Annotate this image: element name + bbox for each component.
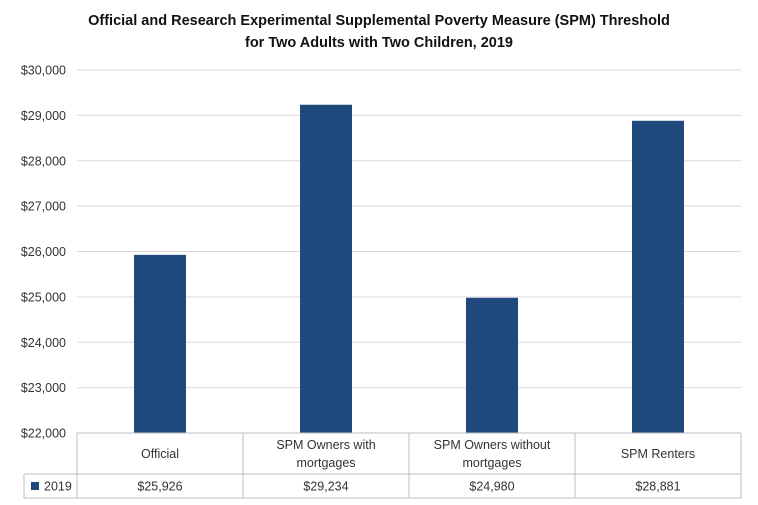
y-tick-label: $22,000 [21, 427, 66, 441]
data-label: $24,980 [469, 480, 514, 494]
y-tick-label: $27,000 [21, 200, 66, 214]
bar [134, 254, 186, 433]
y-tick-label: $25,000 [21, 290, 66, 304]
data-label: $29,234 [303, 480, 348, 494]
y-tick-label: $29,000 [21, 109, 66, 123]
y-tick-label: $23,000 [21, 381, 66, 395]
chart-title: Official and Research Experimental Suppl… [88, 13, 670, 51]
chart-title-line-1: Official and Research Experimental Suppl… [88, 13, 670, 29]
legend-swatch [31, 482, 39, 490]
chart-title-line-2: for Two Adults with Two Children, 2019 [245, 35, 513, 51]
data-label: $25,926 [137, 480, 182, 494]
y-axis-tick-labels: $22,000 $23,000 $24,000 $25,000 $26,000 $27,0… [21, 64, 66, 441]
x-category-label: mortgages [462, 456, 521, 470]
bar [632, 120, 684, 433]
x-category-label: SPM Renters [621, 447, 695, 461]
gridlines [77, 69, 741, 389]
bar [466, 297, 518, 433]
legend-label: 2019 [44, 480, 72, 494]
y-tick-label: $24,000 [21, 336, 66, 350]
bars [134, 104, 684, 433]
y-tick-label: $28,000 [21, 154, 66, 168]
bar [300, 104, 352, 433]
data-table: Official SPM Owners with mortgages SPM Owne… [23, 432, 742, 499]
x-category-label: Official [141, 447, 179, 461]
data-label: $28,881 [635, 480, 680, 494]
y-tick-label: $26,000 [21, 245, 66, 259]
x-category-label: SPM Owners with [276, 438, 375, 452]
y-tick-label: $30,000 [21, 64, 66, 78]
x-category-label: mortgages [296, 456, 355, 470]
x-category-label: SPM Owners without [434, 438, 551, 452]
